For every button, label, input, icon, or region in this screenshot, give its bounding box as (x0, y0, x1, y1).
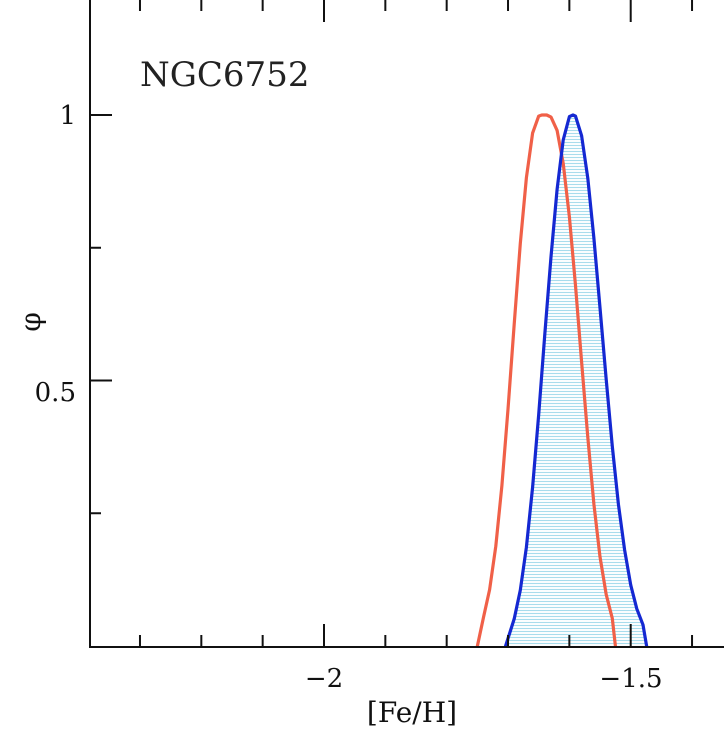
x-tick-label-minus-2: −2 (305, 664, 343, 694)
y-tick-label-1: 1 (59, 101, 76, 131)
series-lines (475, 113, 649, 648)
series-fills (505, 115, 647, 646)
series-1-line (504, 113, 649, 648)
plot-frame (89, 0, 724, 648)
axis-ticks (90, 0, 694, 646)
cluster-label: NGC6752 (140, 55, 309, 95)
series-1-area (505, 115, 647, 646)
y-axis-label: φ (14, 312, 47, 332)
series-0-line (475, 113, 617, 648)
x-tick-label-minus-1-5: −1.5 (599, 664, 662, 694)
y-tick-label-0-5: 0.5 (35, 378, 76, 408)
x-axis-label: [Fe/H] (367, 696, 457, 729)
